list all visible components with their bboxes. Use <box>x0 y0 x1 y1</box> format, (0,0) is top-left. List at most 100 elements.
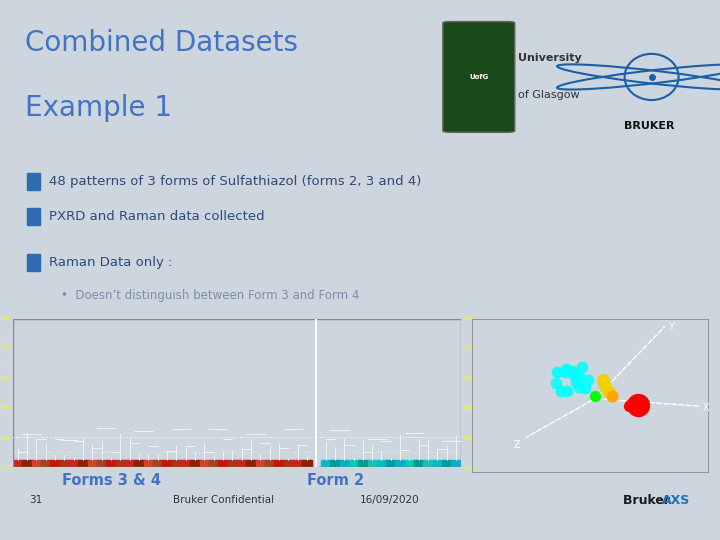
Point <box>552 368 563 376</box>
Text: 0.8: 0.8 <box>463 435 473 440</box>
Point <box>627 401 639 409</box>
Point <box>606 391 618 400</box>
Text: Raman Data only :: Raman Data only : <box>49 256 173 269</box>
Text: 0.4: 0.4 <box>463 375 473 381</box>
Text: Y: Y <box>668 322 674 332</box>
Point <box>626 400 637 409</box>
Point <box>550 379 562 387</box>
Point <box>629 397 641 406</box>
Bar <box>395 461 405 467</box>
Bar <box>209 461 218 467</box>
Text: PXRD and Raman data collected: PXRD and Raman data collected <box>49 210 264 223</box>
Bar <box>330 461 340 467</box>
Bar <box>284 461 293 467</box>
Text: BRUKER: BRUKER <box>624 121 675 131</box>
Text: •  Doesn’t distinguish between Form 3 and Form 4: • Doesn’t distinguish between Form 3 and… <box>61 289 359 302</box>
Point <box>628 398 639 407</box>
Text: Combined Datasets: Combined Datasets <box>25 29 298 57</box>
Bar <box>414 461 423 467</box>
Text: 0.0: 0.0 <box>463 316 473 321</box>
Bar <box>69 461 78 467</box>
Bar <box>274 461 284 467</box>
Bar <box>60 461 69 467</box>
Bar <box>386 461 395 467</box>
Text: Form 2: Form 2 <box>307 472 364 488</box>
Bar <box>27 172 40 190</box>
Text: 0.6: 0.6 <box>1 405 11 410</box>
Point <box>625 401 636 409</box>
Bar <box>143 461 153 467</box>
Bar <box>27 207 40 225</box>
Bar <box>153 461 162 467</box>
Text: Bruker: Bruker <box>623 494 674 507</box>
Bar <box>246 461 256 467</box>
Point <box>582 376 594 384</box>
Point <box>567 367 578 375</box>
Point <box>555 387 567 395</box>
Text: of Glasgow: of Glasgow <box>518 90 580 100</box>
Point <box>573 372 585 381</box>
Point <box>598 376 609 384</box>
Text: 1.0: 1.0 <box>1 464 11 470</box>
Bar <box>41 461 50 467</box>
Point <box>571 377 582 386</box>
Bar <box>461 461 470 467</box>
Bar <box>125 461 134 467</box>
Text: University: University <box>518 53 582 64</box>
Bar <box>321 461 330 467</box>
Text: Example 1: Example 1 <box>25 94 172 122</box>
Bar <box>433 461 442 467</box>
Text: X: X <box>703 403 709 413</box>
Point <box>559 368 571 376</box>
Bar <box>22 461 32 467</box>
Text: 0.4: 0.4 <box>1 375 11 381</box>
Bar <box>97 461 107 467</box>
Point <box>603 388 615 397</box>
Bar <box>423 461 433 467</box>
Point <box>580 383 591 392</box>
Bar <box>190 461 199 467</box>
Text: 0.2: 0.2 <box>463 346 473 351</box>
Point <box>599 379 611 388</box>
FancyBboxPatch shape <box>443 22 515 132</box>
Text: Z: Z <box>513 440 520 450</box>
Point <box>624 402 635 410</box>
Bar <box>256 461 265 467</box>
Bar <box>228 461 237 467</box>
Bar <box>265 461 274 467</box>
Text: 16/09/2020: 16/09/2020 <box>360 495 420 505</box>
Bar <box>199 461 209 467</box>
Bar <box>50 461 60 467</box>
Bar <box>451 461 461 467</box>
Bar <box>293 461 302 467</box>
Bar <box>116 461 125 467</box>
Point <box>576 363 588 372</box>
Text: 0.6: 0.6 <box>463 405 473 410</box>
Point <box>561 364 572 373</box>
Bar <box>218 461 228 467</box>
Bar <box>348 461 358 467</box>
Text: 1.0: 1.0 <box>463 464 473 470</box>
Text: m: m <box>0 362 1 367</box>
Bar <box>302 461 312 467</box>
Bar <box>32 461 41 467</box>
Bar <box>134 461 143 467</box>
Bar <box>181 461 190 467</box>
Text: 0.8: 0.8 <box>1 435 11 440</box>
Bar <box>88 461 97 467</box>
Bar <box>107 461 116 467</box>
Bar <box>340 461 349 467</box>
Bar <box>13 461 22 467</box>
Bar <box>367 461 377 467</box>
Point <box>568 370 580 379</box>
Point <box>632 401 644 409</box>
Text: 48 patterns of 3 forms of Sulfathiazol (forms 2, 3 and 4): 48 patterns of 3 forms of Sulfathiazol (… <box>49 175 421 188</box>
Bar <box>237 461 246 467</box>
Point <box>573 383 585 391</box>
Bar <box>27 254 40 271</box>
Point <box>599 382 611 390</box>
Bar <box>78 461 88 467</box>
Bar <box>442 461 451 467</box>
Point <box>590 391 601 400</box>
Text: 0.0: 0.0 <box>1 316 11 321</box>
